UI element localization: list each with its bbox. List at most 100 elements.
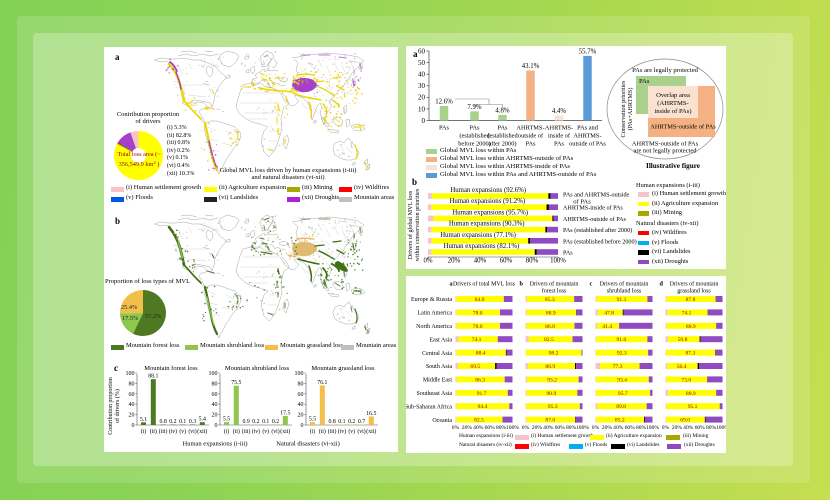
svg-text:after 2000): after 2000) — [488, 141, 516, 148]
svg-text:AHRTMS-outside of PAs: AHRTMS-outside of PAs — [650, 124, 716, 131]
svg-text:Human expansions (91.2%): Human expansions (91.2%) — [449, 198, 525, 205]
svg-text:before 2000): before 2000) — [458, 141, 491, 148]
svg-text:PAs: PAs — [526, 141, 537, 148]
svg-text:80%: 80% — [496, 425, 507, 431]
svg-text:76.1: 76.1 — [317, 380, 327, 386]
svg-text:60: 60 — [129, 392, 135, 398]
svg-text:80%: 80% — [526, 257, 539, 264]
svg-text:0.3: 0.3 — [189, 419, 196, 425]
svg-text:(xii): (xii) — [366, 428, 376, 435]
svg-text:0%: 0% — [522, 425, 530, 431]
svg-text:South Asia: South Asia — [426, 364, 453, 370]
svg-text:East Asia: East Asia — [430, 337, 453, 343]
svg-text:20%: 20% — [532, 425, 543, 431]
svg-text:(iii): (iii) — [328, 428, 337, 435]
svg-text:(established: (established — [459, 133, 490, 140]
svg-text:AHRTMS-: AHRTMS- — [573, 133, 601, 140]
svg-text:7.9%: 7.9% — [467, 104, 481, 111]
svg-text:100%: 100% — [506, 425, 519, 431]
svg-text:5.1: 5.1 — [140, 417, 147, 423]
svg-text:d: d — [660, 281, 664, 288]
svg-text:(i): (i) — [310, 428, 316, 435]
svg-text:4.4%: 4.4% — [552, 108, 566, 115]
svg-text:40%: 40% — [683, 425, 694, 431]
svg-text:20: 20 — [418, 94, 426, 102]
svg-text:5.4: 5.4 — [199, 417, 206, 423]
svg-text:PAs: PAs — [554, 141, 565, 148]
svg-text:88.9: 88.9 — [686, 324, 696, 330]
svg-text:Southeast Asia: Southeast Asia — [417, 391, 453, 397]
svg-text:Drivers of mountain: Drivers of mountain — [530, 281, 579, 288]
svg-text:Central Asia: Central Asia — [422, 351, 452, 357]
svg-text:100%: 100% — [716, 425, 726, 431]
svg-text:20: 20 — [212, 413, 218, 419]
svg-text:Drivers of global MVL loss: Drivers of global MVL loss — [407, 190, 414, 259]
svg-text:Contribution proportion: Contribution proportion — [108, 377, 114, 435]
svg-text:78.0: 78.0 — [473, 310, 483, 316]
svg-text:AHRTMS-inside of PAs: AHRTMS-inside of PAs — [563, 205, 623, 212]
svg-text:20%: 20% — [448, 257, 461, 264]
svg-text:74.1: 74.1 — [682, 310, 692, 316]
svg-text:20: 20 — [129, 413, 135, 419]
svg-text:inside of PAs): inside of PAs) — [654, 108, 691, 115]
svg-text:40%: 40% — [473, 425, 484, 431]
svg-text:(iv): (iv) — [169, 428, 177, 435]
svg-text:40: 40 — [418, 71, 426, 79]
svg-text:0.1: 0.1 — [338, 419, 345, 425]
svg-text:84.8: 84.8 — [475, 297, 485, 303]
svg-text:0.2: 0.2 — [272, 419, 279, 425]
svg-text:87.0: 87.0 — [545, 418, 555, 424]
svg-text:AHRTMS-: AHRTMS- — [545, 125, 573, 132]
svg-text:0: 0 — [132, 423, 135, 429]
svg-text:(v): (v) — [179, 428, 186, 435]
svg-text:82.5: 82.5 — [544, 337, 554, 343]
svg-text:40%: 40% — [613, 425, 624, 431]
svg-text:80%: 80% — [706, 425, 717, 431]
svg-text:PAs: PAs — [470, 125, 481, 132]
svg-text:5.5: 5.5 — [309, 417, 316, 423]
svg-text:50: 50 — [418, 59, 426, 67]
svg-text:(vi): (vi) — [357, 428, 365, 435]
svg-text:55.7%: 55.7% — [579, 49, 597, 56]
svg-text:95.1: 95.1 — [688, 404, 698, 410]
svg-text:80: 80 — [212, 381, 218, 387]
svg-text:77.3: 77.3 — [613, 364, 623, 370]
svg-text:(PAs+AHRTMS): (PAs+AHRTMS) — [627, 88, 634, 131]
svg-text:86.0: 86.0 — [545, 324, 555, 330]
svg-text:0: 0 — [215, 423, 218, 429]
svg-text:of drivers (%): of drivers (%) — [114, 389, 121, 423]
svg-text:60%: 60% — [485, 425, 496, 431]
svg-text:Human expansions (77.1%): Human expansions (77.1%) — [440, 232, 516, 239]
svg-text:PAs (established before 2000): PAs (established before 2000) — [563, 238, 637, 245]
svg-text:69.0: 69.0 — [680, 418, 690, 424]
svg-text:10: 10 — [418, 105, 426, 113]
svg-text:0.2: 0.2 — [169, 419, 176, 425]
svg-text:(vi): (vi) — [188, 428, 196, 435]
svg-text:PAs (established after 2000): PAs (established after 2000) — [563, 227, 632, 234]
svg-text:0.8: 0.8 — [328, 419, 335, 425]
svg-text:Natural disasters (vi-xii): Natural disasters (vi-xii) — [276, 441, 340, 448]
svg-text:Drivers of total MVL loss: Drivers of total MVL loss — [453, 281, 516, 288]
svg-text:90.9: 90.9 — [547, 391, 557, 397]
svg-text:30: 30 — [418, 82, 426, 90]
svg-text:Oceania: Oceania — [432, 418, 452, 424]
svg-text:forest loss: forest loss — [542, 288, 567, 295]
svg-text:78.0: 78.0 — [473, 324, 483, 330]
svg-text:87.3: 87.3 — [686, 351, 696, 357]
svg-text:100: 100 — [295, 371, 304, 377]
svg-text:PAs: PAs — [498, 125, 509, 132]
svg-text:0: 0 — [422, 117, 426, 125]
svg-text:(v): (v) — [262, 428, 269, 435]
svg-text:0.2: 0.2 — [252, 419, 259, 425]
svg-text:60: 60 — [418, 47, 426, 55]
svg-text:(established: (established — [487, 133, 518, 140]
svg-text:87.8: 87.8 — [686, 297, 696, 303]
svg-text:73.0: 73.0 — [681, 377, 691, 383]
svg-text:a: a — [450, 281, 453, 288]
svg-text:Overlap area: Overlap area — [656, 92, 690, 99]
svg-text:b: b — [520, 281, 524, 288]
svg-text:88.4: 88.4 — [476, 351, 486, 357]
svg-text:60: 60 — [298, 392, 304, 398]
svg-text:Illustrative figure: Illustrative figure — [646, 162, 700, 170]
svg-text:89.8: 89.8 — [616, 404, 626, 410]
